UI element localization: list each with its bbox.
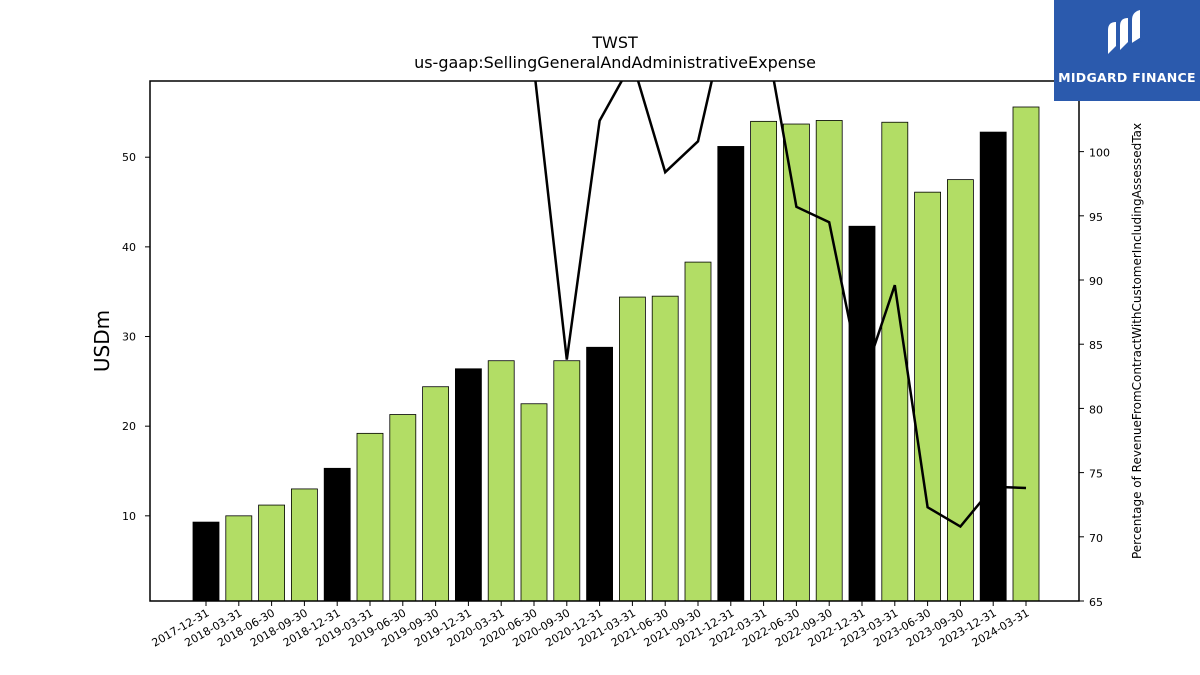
brand-logo: MIDGARD FINANCE <box>1054 0 1200 101</box>
bar <box>258 504 286 601</box>
bar <box>947 179 974 601</box>
y-tick-label: 30 <box>122 331 136 344</box>
bar <box>815 120 843 601</box>
y2-tick-label: 100 <box>1089 147 1110 160</box>
y2-tick-label: 80 <box>1089 403 1103 416</box>
chart-subtitle: us-gaap:SellingGeneralAndAdministrativeE… <box>414 53 816 72</box>
bar <box>1012 106 1040 601</box>
chart-title: TWST <box>591 33 638 52</box>
y-tick-label: 20 <box>122 420 136 433</box>
y-tick-label: 40 <box>122 241 136 254</box>
bar <box>389 414 417 601</box>
y2-tick-label: 95 <box>1089 211 1103 224</box>
bar <box>783 123 810 601</box>
bar <box>750 120 777 601</box>
logo-mark-icon <box>1108 10 1146 62</box>
bar <box>422 386 450 601</box>
bar <box>684 261 712 601</box>
bar <box>586 346 613 601</box>
y2-tick-label: 70 <box>1089 532 1103 545</box>
bar <box>520 403 548 601</box>
bar <box>225 515 253 601</box>
y-axis-right: 65 70 75 80 85 90 95 100 <box>1079 147 1110 609</box>
bar <box>651 295 679 601</box>
bar <box>454 368 482 601</box>
y2-tick-label: 85 <box>1089 339 1103 352</box>
y-tick-label: 10 <box>122 510 136 523</box>
bar <box>356 432 384 601</box>
bar <box>848 225 876 601</box>
bar <box>914 191 941 601</box>
y-axis-title: USDm <box>90 310 114 372</box>
x-axis: 2017-12-312018-03-312018-06-302018-09-30… <box>150 601 1032 650</box>
y-axis-left: 10 20 30 40 50 <box>122 151 150 523</box>
y2-tick-label: 65 <box>1089 596 1103 609</box>
plot-frame <box>149 80 1080 602</box>
line-series <box>534 81 1027 529</box>
bar <box>619 296 646 601</box>
bar <box>881 121 909 601</box>
bar-series <box>192 106 1040 601</box>
logo-text: MIDGARD FINANCE <box>1058 70 1196 85</box>
bar <box>553 360 581 601</box>
y2-axis-title: Percentage of RevenueFromContractWithCus… <box>1130 123 1144 559</box>
line-path <box>534 81 1027 529</box>
bar <box>323 467 351 601</box>
y2-tick-label: 90 <box>1089 275 1103 288</box>
bar <box>717 146 745 601</box>
bar <box>979 131 1007 601</box>
bar <box>192 521 220 601</box>
y-tick-label: 50 <box>122 151 136 164</box>
bar <box>487 360 515 601</box>
bar <box>290 488 318 601</box>
y2-tick-label: 75 <box>1089 468 1103 481</box>
